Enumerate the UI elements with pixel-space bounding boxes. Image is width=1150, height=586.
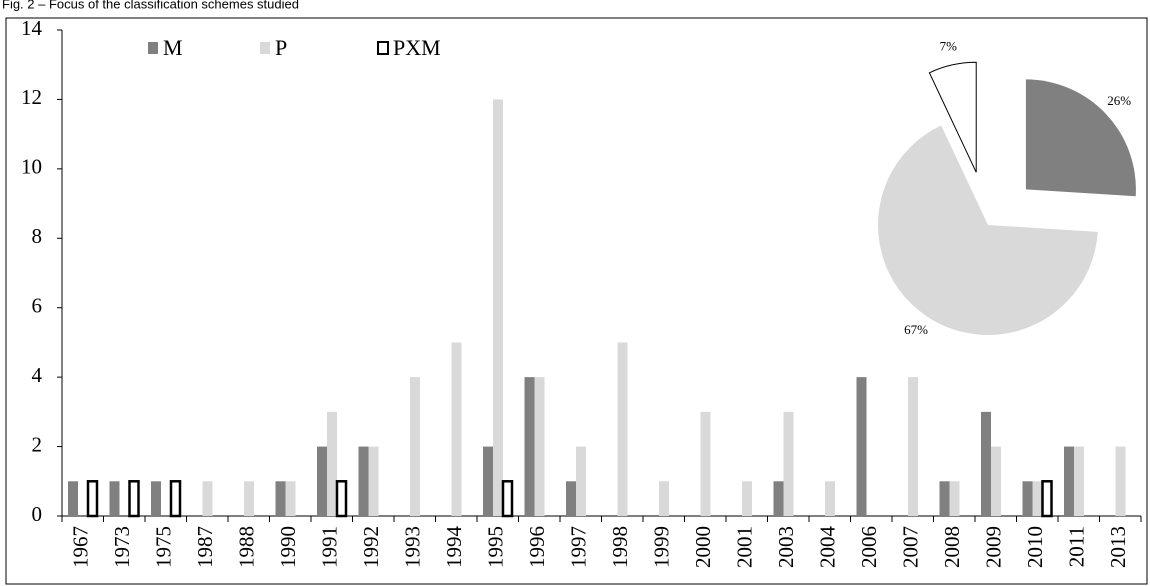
bar	[991, 446, 1001, 516]
bar	[493, 99, 503, 516]
bar	[742, 481, 752, 516]
bar	[244, 481, 254, 516]
y-tick-label: 8	[32, 224, 43, 248]
bar	[128, 480, 140, 518]
x-tick-label: 1996	[525, 526, 549, 568]
x-tick-label: 1975	[152, 526, 176, 568]
bar	[981, 411, 991, 516]
bar	[1115, 446, 1126, 516]
bar	[617, 342, 628, 516]
legend-swatch	[260, 42, 270, 54]
x-tick-label: 2007	[899, 526, 923, 568]
x-tick-label: 1988	[235, 526, 259, 568]
bar	[949, 481, 960, 516]
x-tick-label: 2013	[1106, 526, 1130, 568]
x-tick-label: 1994	[442, 526, 466, 569]
x-tick-label: 1992	[359, 526, 383, 568]
x-tick-label: 1997	[567, 526, 591, 568]
bar	[939, 481, 950, 516]
x-tick-label: 2003	[774, 526, 798, 568]
bar	[358, 446, 369, 516]
bar	[483, 446, 493, 516]
legend-swatch	[148, 42, 158, 54]
x-tick-label: 1973	[110, 526, 134, 568]
bar	[825, 481, 835, 516]
bar	[1032, 481, 1043, 516]
pie-slice	[878, 125, 1098, 335]
pie-slice	[1025, 79, 1136, 197]
x-tick-label: 2004	[816, 526, 840, 569]
legend-label: PXM	[393, 35, 441, 60]
bar	[109, 481, 120, 516]
bar	[501, 480, 514, 518]
bar	[908, 377, 918, 516]
x-tick-label: 2010	[1023, 526, 1047, 568]
bar	[68, 481, 78, 516]
x-tick-label: 2001	[733, 526, 757, 568]
x-tick-label: 2008	[940, 526, 964, 568]
x-tick-label: 2009	[982, 526, 1006, 568]
y-tick-label: 14	[21, 16, 43, 40]
x-tick-label: 2006	[857, 526, 881, 568]
bar	[1064, 446, 1074, 516]
x-tick-label: 2000	[691, 526, 715, 568]
bar	[1022, 481, 1033, 516]
bar	[368, 446, 379, 516]
legend-label: P	[275, 35, 287, 60]
bar	[659, 481, 669, 516]
y-tick-label: 10	[21, 155, 42, 179]
x-tick-label: 1993	[401, 526, 425, 568]
x-tick-label: 1998	[608, 526, 632, 568]
bar	[1074, 446, 1084, 516]
bar	[169, 480, 182, 518]
pie-slice	[928, 61, 977, 173]
pie-label: 67%	[904, 322, 928, 337]
bar	[202, 481, 213, 516]
bar	[576, 446, 586, 516]
x-tick-label: 2011	[1065, 526, 1089, 567]
bar	[410, 377, 420, 516]
caption: Fig. 2 – Focus of the classification sch…	[2, 0, 299, 11]
bar	[327, 411, 337, 516]
bar	[285, 481, 296, 516]
bar	[700, 411, 711, 516]
bar	[524, 377, 535, 516]
y-tick-label: 0	[32, 502, 43, 526]
bar	[534, 377, 545, 516]
x-tick-label: 1999	[650, 526, 674, 568]
pie-label: 7%	[940, 38, 958, 53]
bar	[783, 411, 794, 516]
y-tick-label: 12	[21, 85, 42, 109]
x-tick-label: 1990	[276, 526, 300, 568]
bar	[275, 481, 286, 516]
pie-label: 26%	[1107, 93, 1131, 108]
frame	[5, 17, 1148, 585]
y-tick-label: 4	[32, 363, 43, 387]
bar	[773, 481, 784, 516]
legend-label: M	[163, 35, 183, 60]
bar	[317, 446, 327, 516]
bar	[856, 377, 867, 516]
bar	[151, 481, 161, 516]
bar	[451, 342, 462, 516]
bar	[86, 480, 99, 518]
bar	[335, 480, 348, 518]
bar	[1041, 480, 1053, 518]
x-tick-label: 1967	[69, 526, 93, 568]
y-tick-label: 6	[32, 294, 43, 318]
legend-swatch	[377, 41, 389, 55]
y-tick-label: 2	[32, 432, 43, 456]
x-tick-label: 1991	[318, 526, 342, 568]
bar	[566, 481, 576, 516]
x-tick-label: 1995	[484, 526, 508, 568]
x-tick-label: 1987	[193, 526, 217, 568]
